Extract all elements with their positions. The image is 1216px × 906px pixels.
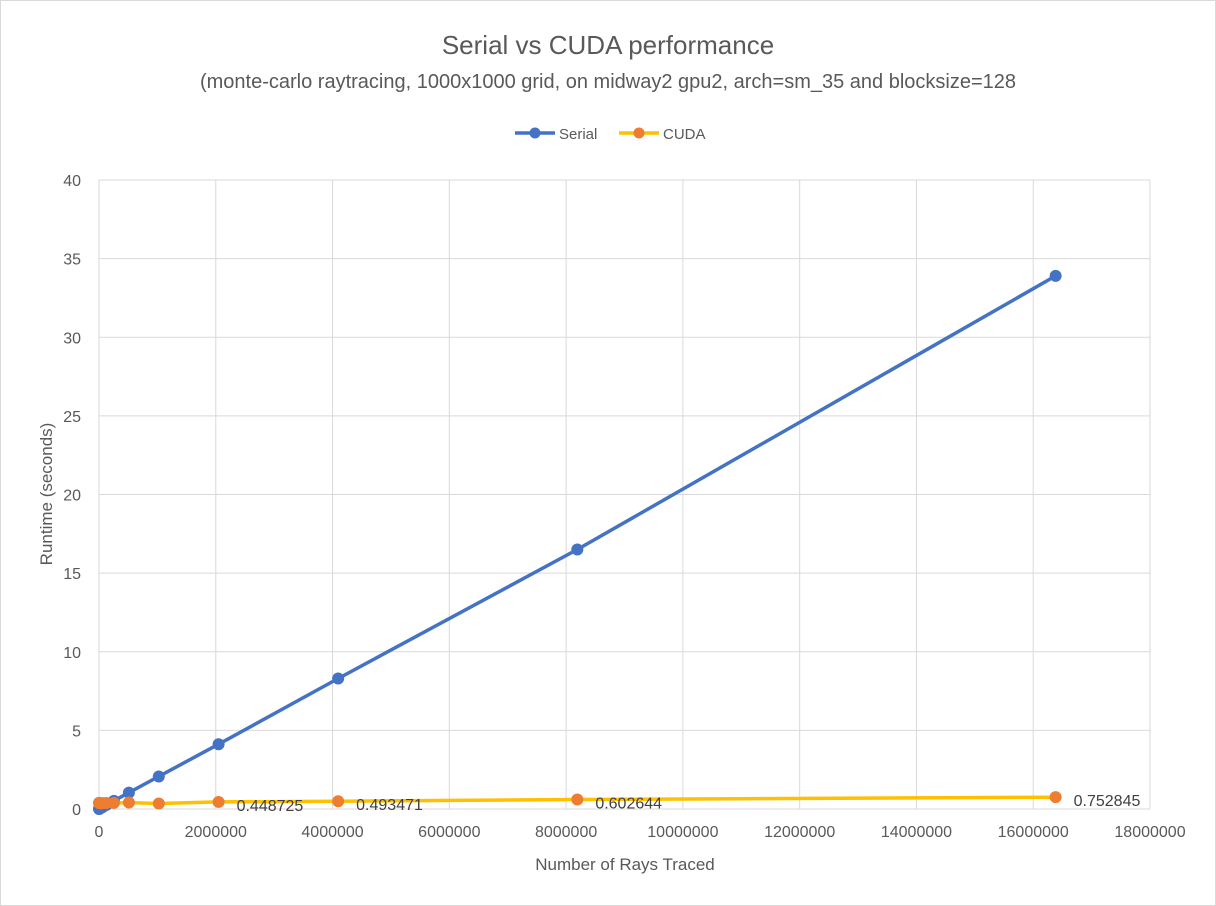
legend-marker-serial bbox=[529, 127, 541, 139]
x-tick-label: 10000000 bbox=[647, 824, 718, 841]
x-tick-label: 2000000 bbox=[185, 824, 247, 841]
x-axis-label: Number of Rays Traced bbox=[535, 855, 715, 874]
x-tick-label: 16000000 bbox=[998, 824, 1069, 841]
data-label: 0.448725 bbox=[237, 798, 304, 815]
series bbox=[93, 269, 1062, 815]
tick-labels: 0 5 10 15 20 25 30 35 40 0 2000000 4000000 6000000 80… bbox=[63, 173, 1185, 841]
y-tick-label: 20 bbox=[63, 488, 81, 505]
x-tick-label: 14000000 bbox=[881, 824, 952, 841]
y-tick-label: 35 bbox=[63, 252, 81, 269]
data-label: 0.493471 bbox=[356, 797, 423, 814]
cuda-point bbox=[332, 795, 345, 808]
x-tick-label: 12000000 bbox=[764, 824, 835, 841]
cuda-point bbox=[571, 793, 584, 806]
legend-marker-cuda bbox=[633, 127, 645, 139]
x-tick-label: 0 bbox=[95, 824, 104, 841]
chart-subtitle: (monte-carlo raytracing, 1000x1000 grid,… bbox=[200, 71, 1016, 93]
data-labels: 0.448725 0.493471 0.602644 0.752845 bbox=[237, 793, 1141, 815]
cuda-point bbox=[107, 796, 120, 809]
cuda-point bbox=[152, 797, 165, 810]
y-tick-label: 5 bbox=[72, 723, 81, 740]
cuda-point bbox=[212, 795, 225, 808]
y-tick-label: 10 bbox=[63, 645, 81, 662]
serial-series-line bbox=[97, 274, 1057, 811]
y-tick-label: 15 bbox=[63, 566, 81, 583]
legend-label-serial: Serial bbox=[559, 126, 597, 143]
cuda-point bbox=[1049, 791, 1062, 804]
serial-point bbox=[152, 770, 165, 783]
serial-point bbox=[571, 543, 584, 556]
gridlines bbox=[98, 179, 1151, 810]
legend-item-cuda: CUDA bbox=[619, 126, 706, 143]
chart-title: Serial vs CUDA performance bbox=[442, 30, 774, 60]
data-label: 0.602644 bbox=[595, 796, 662, 813]
serial-point bbox=[332, 672, 345, 685]
x-tick-label: 6000000 bbox=[418, 824, 480, 841]
y-axis-label: Runtime (seconds) bbox=[37, 423, 56, 566]
serial-point bbox=[212, 738, 225, 751]
x-tick-label: 4000000 bbox=[301, 824, 363, 841]
y-tick-label: 30 bbox=[63, 330, 81, 347]
cuda-point bbox=[122, 796, 135, 809]
legend-label-cuda: CUDA bbox=[663, 126, 706, 143]
y-tick-label: 0 bbox=[72, 802, 81, 819]
data-label: 0.752845 bbox=[1074, 793, 1141, 810]
y-tick-label: 25 bbox=[63, 409, 81, 426]
serial-point bbox=[1049, 269, 1062, 282]
legend-item-serial: Serial bbox=[515, 126, 597, 143]
y-tick-label: 40 bbox=[63, 173, 81, 190]
legend: Serial CUDA bbox=[515, 126, 706, 143]
x-tick-label: 8000000 bbox=[535, 824, 597, 841]
x-tick-label: 18000000 bbox=[1114, 824, 1185, 841]
serial-point bbox=[122, 786, 135, 799]
